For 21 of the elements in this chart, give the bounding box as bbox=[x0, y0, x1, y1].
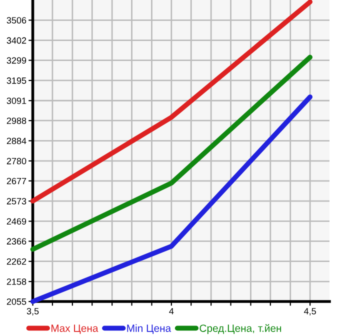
y-tick-label: 2055 bbox=[6, 298, 26, 305]
legend-label: Max Цена bbox=[51, 324, 98, 334]
legend-label: Min Цена bbox=[127, 324, 172, 334]
x-tick-label: 4,5 bbox=[304, 308, 316, 316]
y-tick-label: 2262 bbox=[6, 258, 26, 265]
y-tick-label: 3091 bbox=[6, 98, 26, 104]
y-tick-label: 2573 bbox=[6, 198, 26, 204]
x-tick-label: 3,5 bbox=[26, 308, 39, 316]
y-tick-label: 2469 bbox=[6, 218, 26, 225]
legend-label: Сред.Цена, т.йен bbox=[200, 324, 282, 334]
x-tick-label: 4 bbox=[169, 308, 174, 314]
y-tick-label: 3299 bbox=[6, 57, 26, 64]
y-tick-label: 2677 bbox=[6, 178, 26, 184]
y-tick-label: 3195 bbox=[6, 77, 26, 84]
y-tick-label: 2988 bbox=[6, 118, 26, 124]
y-tick-label: 2884 bbox=[6, 138, 26, 144]
y-tick-label: 3402 bbox=[6, 37, 26, 44]
y-tick-label: 2366 bbox=[6, 238, 26, 245]
y-tick-label: 2780 bbox=[6, 158, 26, 164]
y-tick-label: 2158 bbox=[6, 278, 26, 285]
y-tick-label: 3506 bbox=[6, 17, 26, 24]
